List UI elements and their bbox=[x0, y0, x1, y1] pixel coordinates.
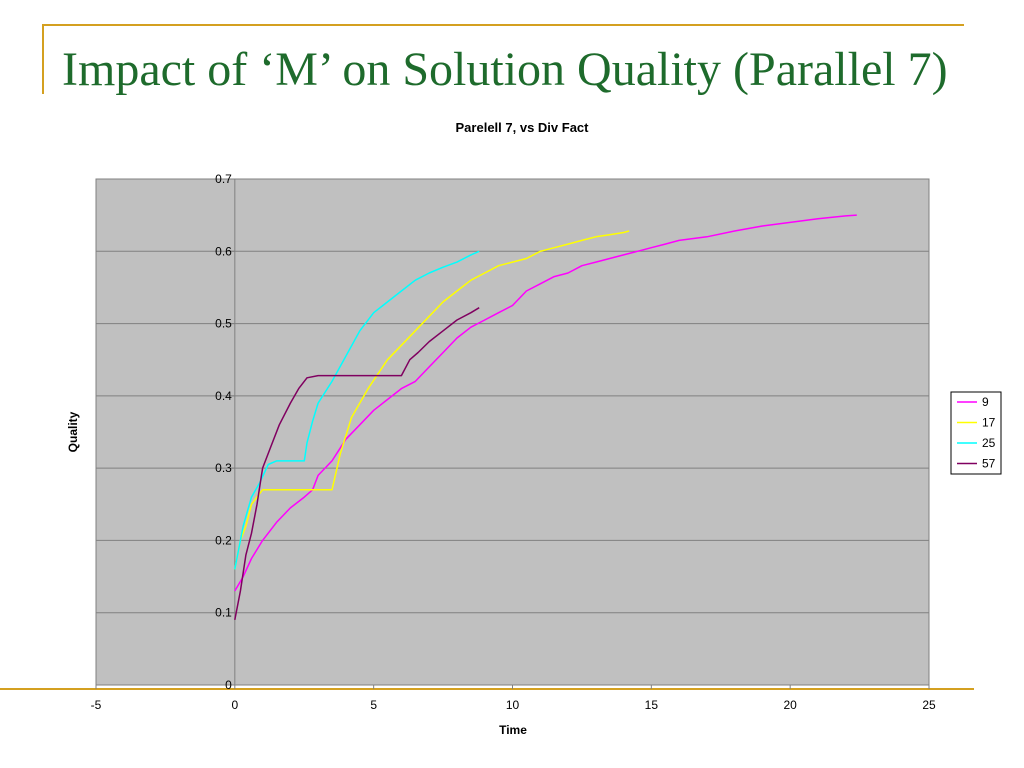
slide-title: Impact of ‘M’ on Solution Quality (Paral… bbox=[62, 43, 948, 96]
x-tick-label: 20 bbox=[783, 698, 797, 712]
x-tick-label: 0 bbox=[231, 698, 238, 712]
legend-label-17: 17 bbox=[982, 416, 996, 430]
legend-box bbox=[950, 391, 1002, 475]
series-line-9 bbox=[234, 214, 857, 592]
y-tick-label: 0.2 bbox=[215, 533, 232, 547]
legend: 9 17 25 57 bbox=[950, 391, 1002, 475]
y-tick-label: 0 bbox=[225, 678, 232, 692]
x-axis-label: Time bbox=[499, 723, 527, 737]
y-tick-label: 0.5 bbox=[215, 317, 232, 331]
x-tick-label: 10 bbox=[506, 698, 520, 712]
series-line-17 bbox=[234, 230, 630, 570]
x-tick-label: 5 bbox=[370, 698, 377, 712]
y-axis-label: Quality bbox=[66, 411, 80, 452]
y-tick-label: 0.6 bbox=[215, 244, 232, 258]
accent-rule-vertical bbox=[42, 26, 44, 94]
legend-label-57: 57 bbox=[982, 457, 996, 471]
y-tick-label: 0.1 bbox=[215, 606, 232, 620]
x-tick-label: -5 bbox=[91, 698, 102, 712]
x-tick-label: 25 bbox=[922, 698, 936, 712]
accent-rule-bottom bbox=[0, 688, 974, 690]
y-tick-label: 0.3 bbox=[215, 461, 232, 475]
legend-label-9: 9 bbox=[982, 395, 989, 409]
series-line-57 bbox=[234, 307, 480, 621]
y-tick-label: 0.4 bbox=[215, 389, 232, 403]
legend-label-25: 25 bbox=[982, 436, 996, 450]
series-line-25 bbox=[234, 250, 480, 570]
accent-rule-top bbox=[42, 24, 964, 26]
y-tick-label: 0.7 bbox=[215, 172, 232, 186]
chart-title: Parelell 7, vs Div Fact bbox=[456, 120, 590, 135]
x-tick-label: 15 bbox=[645, 698, 659, 712]
